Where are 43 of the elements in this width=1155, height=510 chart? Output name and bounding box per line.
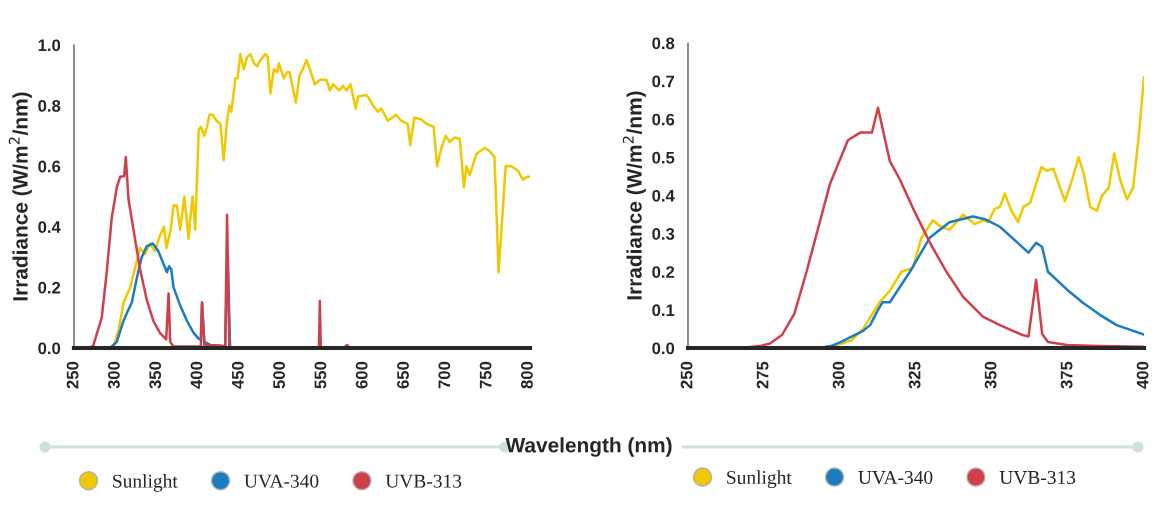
y-tick-label: 0.5 [652,151,675,164]
x-tick-label: 600 [355,361,368,389]
x-tick-label: 300 [107,361,120,389]
y-tick-label: 0.7 [652,75,675,88]
x-tick-label: 750 [479,361,492,389]
x-tick-label: 400 [190,361,203,389]
y-tick-label: 0.8 [652,37,675,50]
x-tick-label: 250 [680,361,693,389]
x-tick-label: 450 [231,361,244,389]
y-tick-label: 0.6 [38,160,61,173]
x-tick-label: 300 [832,361,845,389]
y-tick-label: 0.1 [652,304,675,317]
y-tick-label: 0.0 [652,342,675,355]
x-tick-label: 375 [1060,361,1073,389]
x-tick-label: 550 [314,361,327,389]
x-tick-label: 650 [397,361,409,389]
x-tick-label: 350 [984,361,997,389]
legend-label: UVB-313 [999,470,1076,485]
x-axis-title: Wavelength (nm) [505,437,672,457]
y-tick-label: 1.0 [38,39,61,52]
y-tick-label: 0.4 [38,221,61,233]
legend-label: UVA-340 [244,474,319,488]
y-tick-label: 0.2 [652,266,675,278]
x-tick-label: 800 [521,361,533,389]
y-tick-label: 0.6 [652,113,675,126]
y-tick-label: 0.8 [38,100,61,112]
x-tick-label: 700 [438,361,451,389]
y-tick-label: 0.3 [652,228,675,240]
legend-label: UVA-340 [858,470,933,485]
x-tick-label: 350 [149,361,162,389]
y-axis-title: Irradiance (W/m$^{2}$/nm) [622,91,646,300]
y-axis-title: Irradiance (W/m$^{2}$/nm) [8,92,32,301]
legend-label: UVB-313 [385,474,462,488]
x-tick-label: 250 [66,361,79,389]
legend-label: Sunlight [727,470,792,489]
y-tick-label: 0.4 [652,189,675,202]
x-tick-label: 325 [908,361,921,389]
legend-label: Sunlight [113,474,178,492]
x-tick-label: 275 [756,361,769,389]
x-tick-label: 400 [1136,361,1149,389]
y-tick-label: 0.0 [38,342,61,355]
y-tick-label: 0.2 [38,281,61,294]
x-tick-label: 500 [273,361,285,389]
